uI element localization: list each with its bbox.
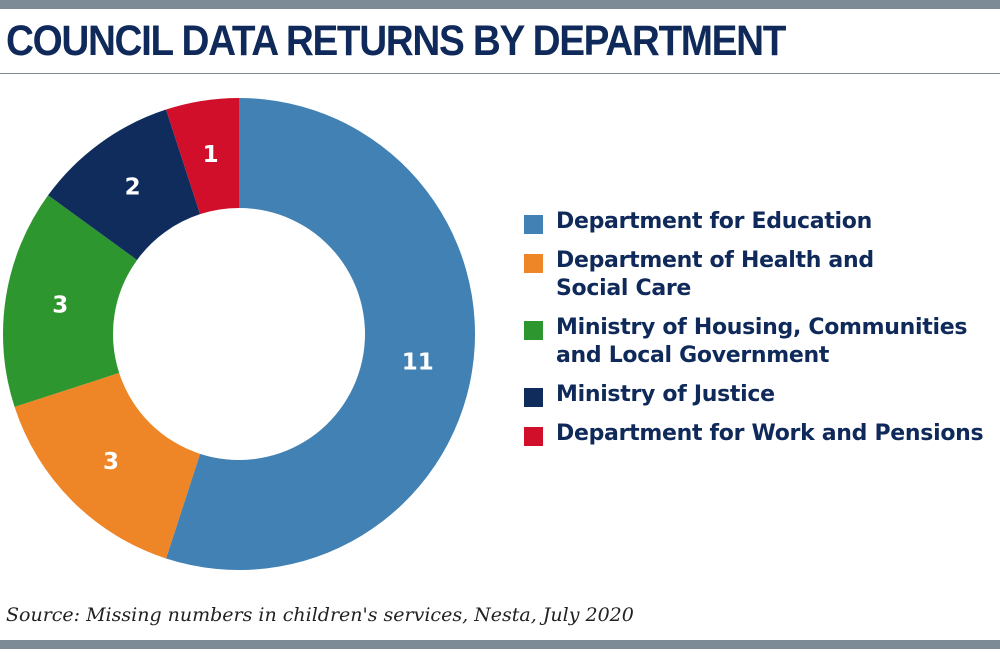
donut-slice [166,98,475,570]
chart-legend: Department for Education Department of He… [524,208,994,459]
donut-slice [48,109,201,260]
legend-label-line: Ministry of Housing, Communities [556,315,968,340]
legend-label-line: Social Care [556,276,692,301]
slice-value-label: 11 [402,349,434,375]
slice-value-label: 2 [125,175,141,201]
legend-swatch [524,427,543,446]
donut-slice [2,195,138,407]
legend-label-line: Ministry of Justice [556,382,775,407]
legend-swatch [524,388,543,407]
legend-label-line: Department for Work and Pensions [556,421,984,446]
chart-title: COUNCIL DATA RETURNS BY DEPARTMENT [6,17,786,65]
legend-item: Ministry of Housing, Communities and Loca… [524,314,994,370]
legend-item: Department of Health and Social Care [524,247,994,303]
legend-swatch [524,215,543,234]
legend-label: Ministry of Justice [556,381,775,409]
legend-label: Department for Education [556,208,872,236]
slice-value-label: 3 [52,293,68,319]
legend-label-line: Department of Health and [556,248,874,273]
slice-value-label: 1 [203,142,219,168]
legend-item: Department for Education [524,208,994,236]
title-divider [0,73,1000,74]
legend-swatch [524,254,543,273]
legend-label: Department for Work and Pensions [556,420,984,448]
legend-item: Ministry of Justice [524,381,994,409]
top-rule [0,0,1000,9]
legend-item: Department for Work and Pensions [524,420,994,448]
donut-slice [166,98,239,215]
donut-chart: 11 3 3 2 1 [2,98,475,570]
legend-label: Ministry of Housing, Communities and Loca… [556,314,967,370]
bottom-rule [0,640,1000,649]
legend-label: Department of Health and Social Care [556,247,874,303]
donut-slice [14,372,201,559]
slice-value-label: 3 [103,449,119,475]
source-note: Source: Missing numbers in children's se… [6,604,634,626]
legend-label-line: Department for Education [556,209,872,234]
legend-swatch [524,321,543,340]
legend-label-line: and Local Government [556,343,830,368]
